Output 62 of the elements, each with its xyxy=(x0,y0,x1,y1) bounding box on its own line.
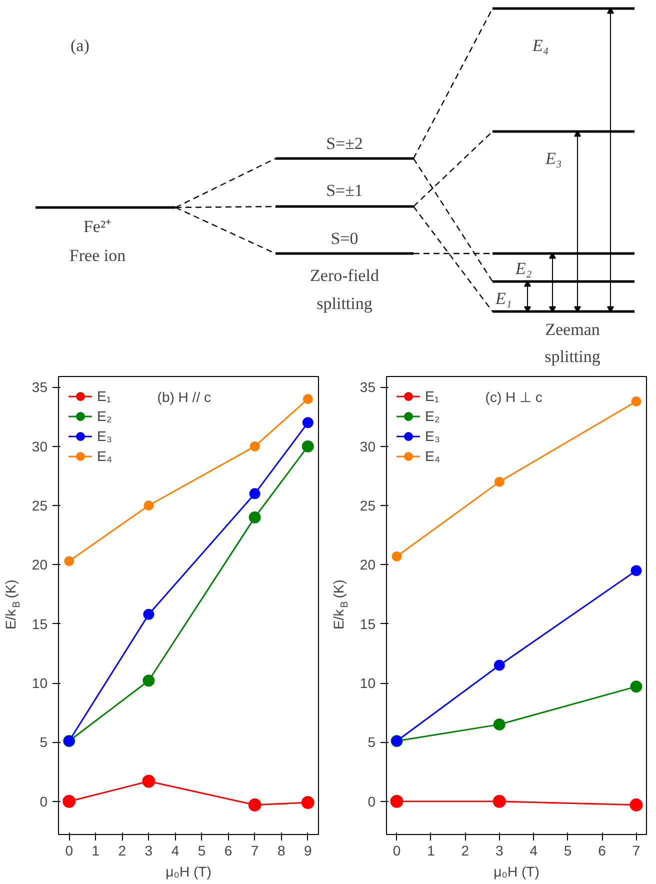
text: (c) H ⊥ c xyxy=(485,389,542,406)
x-tick-label: 3 xyxy=(144,842,153,858)
x-axis-title: μ₀H (T) xyxy=(494,864,540,880)
y-tick-label: 25 xyxy=(32,497,48,514)
x-tick-label: 1 xyxy=(427,842,436,858)
x-tick-label: 5 xyxy=(564,842,572,858)
text: splitting xyxy=(316,294,373,313)
x-tick-label: 2 xyxy=(461,842,470,858)
text: S=0 xyxy=(330,229,358,248)
x-tick-label: 8 xyxy=(277,842,286,858)
legend-label: E₃ xyxy=(97,428,114,444)
x-tick-label: 1 xyxy=(92,842,100,858)
x-axis-title: μ₀H (T) xyxy=(166,864,212,880)
y-tick-label: 15 xyxy=(360,616,376,632)
x-tick-label: 2 xyxy=(118,842,126,858)
y-tick-label: 15 xyxy=(32,616,48,632)
text: Free ion xyxy=(69,246,126,265)
legend-label: E₁ xyxy=(97,388,112,404)
legend-label: E₁ xyxy=(425,388,440,404)
y-tick-label: 0 xyxy=(368,793,376,810)
text: Zero-field xyxy=(310,266,380,285)
legend-label: E₄ xyxy=(97,448,114,464)
text: E₃ xyxy=(544,149,562,168)
text: E₂ xyxy=(514,259,532,278)
text: E₁ xyxy=(494,289,512,308)
text: Zeeman xyxy=(545,320,600,339)
x-tick-label: 0 xyxy=(392,842,401,858)
y-axis-title: E/kB (K) xyxy=(330,580,350,630)
x-tick-label: 7 xyxy=(632,842,640,858)
y-tick-label: 5 xyxy=(40,734,48,750)
y-tick-label: 20 xyxy=(360,556,376,573)
x-tick-label: 5 xyxy=(198,842,206,858)
y-tick-label: 25 xyxy=(360,497,376,514)
y-tick-label: 30 xyxy=(360,438,376,454)
text: (b) H // c xyxy=(157,389,211,406)
text: Fe²⁺ xyxy=(83,217,112,236)
x-tick-label: 3 xyxy=(496,842,504,858)
legend-label: E₄ xyxy=(425,448,442,464)
y-axis-title: E/kB (K) xyxy=(2,580,22,630)
text: E₄ xyxy=(532,36,549,55)
y-tick-label: 35 xyxy=(32,379,48,396)
y-tick-label: 10 xyxy=(32,675,48,692)
legend-label: E₂ xyxy=(97,408,113,424)
x-tick-label: 6 xyxy=(224,842,232,858)
y-tick-label: 5 xyxy=(368,734,376,750)
x-tick-label: 9 xyxy=(304,842,312,858)
x-tick-label: 6 xyxy=(598,842,606,858)
text: (a) xyxy=(70,36,90,55)
y-tick-label: 35 xyxy=(360,379,376,396)
y-tick-label: 0 xyxy=(40,793,48,810)
y-tick-label: 30 xyxy=(32,438,48,454)
x-tick-label: 0 xyxy=(65,842,74,858)
x-tick-label: 7 xyxy=(250,842,259,858)
legend-label: E₂ xyxy=(425,408,441,424)
text: S=±2 xyxy=(326,134,363,153)
x-tick-label: 4 xyxy=(530,842,538,858)
x-tick-label: 4 xyxy=(171,842,180,858)
text: S=±1 xyxy=(326,181,363,200)
text: splitting xyxy=(544,347,601,366)
legend-label: E₃ xyxy=(425,428,442,444)
y-tick-label: 10 xyxy=(360,675,376,692)
y-tick-label: 20 xyxy=(32,556,48,573)
